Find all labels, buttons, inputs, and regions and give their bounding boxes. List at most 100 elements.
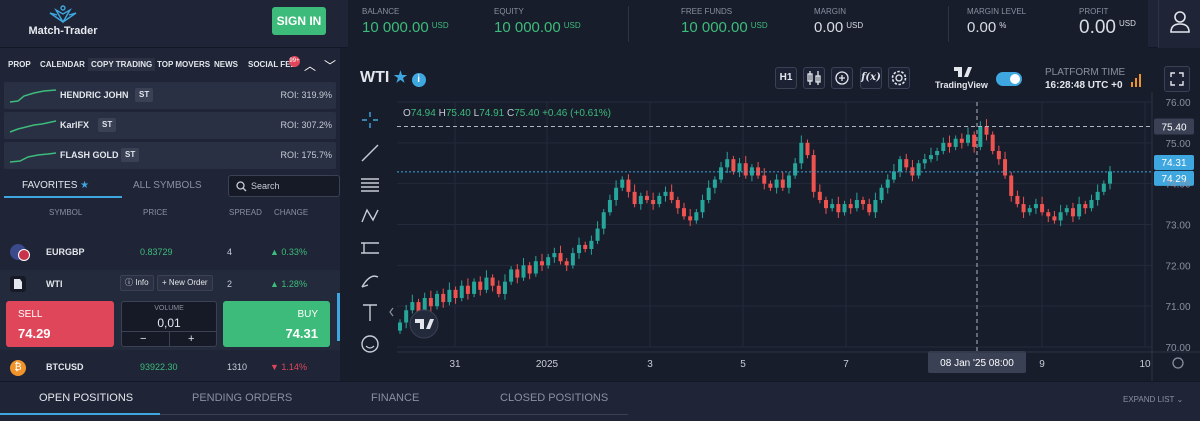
candle-body: [774, 179, 779, 188]
x-tick-label: 9: [1039, 359, 1045, 370]
candle-body: [725, 159, 730, 168]
candle-body: [669, 191, 674, 200]
trader-card[interactable]: KarlFX ST ROI: 307.2%: [4, 112, 336, 139]
candle-body: [891, 171, 896, 180]
function-icon[interactable]: f(x): [860, 67, 882, 89]
buy-button[interactable]: BUY 74.31: [223, 301, 330, 347]
volume-increase-button[interactable]: +: [188, 333, 195, 345]
symbol-change: ▲ 1.28%: [270, 279, 307, 289]
gear-icon[interactable]: [888, 67, 910, 89]
timeframe-button[interactable]: H1: [775, 67, 797, 89]
strategy-tag: ST: [98, 118, 117, 132]
candle-body: [836, 204, 841, 213]
x-tick-label: 3: [647, 359, 653, 370]
candle-body: [546, 257, 551, 266]
candle-body: [527, 265, 532, 274]
candle-body: [811, 155, 816, 192]
tab-open-positions[interactable]: OPEN POSITIONS: [39, 392, 134, 404]
tab-all-symbols[interactable]: ALL SYMBOLS: [133, 180, 202, 191]
platform-time-label: PLATFORM TIME: [1045, 67, 1126, 78]
trendline-tool-icon: [361, 144, 379, 162]
info-button[interactable]: ⓘ Info: [120, 275, 154, 291]
star-icon[interactable]: ★: [393, 69, 408, 86]
tradingview-label: TradingView: [935, 80, 988, 90]
candle-body: [873, 200, 878, 213]
trader-card[interactable]: FLASH GOLD ST ROI: 175.7%: [4, 142, 336, 169]
column-price: PRICE: [143, 208, 168, 217]
tab-pending-orders[interactable]: PENDING ORDERS: [192, 392, 293, 404]
tab-calendar[interactable]: CALENDAR: [40, 60, 85, 69]
candle-body: [928, 155, 933, 160]
chevron-up-icon[interactable]: ︿: [304, 59, 317, 73]
chevron-down-icon[interactable]: ﹀: [324, 59, 337, 73]
candle-body: [441, 293, 446, 303]
candle-body: [533, 261, 538, 274]
symbol-name: EURGBP: [46, 247, 85, 257]
candle-body: [953, 138, 958, 147]
candle-body: [614, 187, 619, 200]
candle-body: [607, 200, 612, 213]
brush-tool-icon: [361, 275, 379, 288]
profile-button[interactable]: [1158, 0, 1200, 48]
symbol-row-btcusd[interactable]: ₿ BTCUSD 93922.30 1310 ▼ 1.14%: [0, 353, 340, 381]
tab-finance[interactable]: FINANCE: [371, 392, 420, 404]
bid-price-label: 74.29: [1161, 174, 1186, 185]
volume-decrease-button[interactable]: −: [140, 333, 147, 345]
buy-label: BUY: [297, 309, 318, 320]
tab-favorites[interactable]: FAVORITES ★: [22, 180, 90, 191]
candle-body: [644, 195, 649, 200]
fullscreen-icon[interactable]: [1164, 66, 1190, 92]
trader-card[interactable]: HENDRIC JOHN ST ROI: 319.9%: [4, 82, 336, 109]
logo[interactable]: Match-Trader: [28, 4, 98, 44]
candle-body: [947, 142, 952, 147]
sparkline-icon: [9, 120, 57, 133]
candle-body: [719, 167, 724, 180]
volume-stepper: VOLUME 0,01 − +: [121, 301, 217, 347]
candle-body: [712, 179, 717, 188]
volume-input[interactable]: 0,01: [157, 316, 181, 330]
symbol-price: 93922.30: [140, 362, 178, 372]
candle-body: [558, 253, 563, 262]
candle-body: [768, 183, 773, 188]
candle-body: [972, 134, 977, 147]
tradingview-toggle[interactable]: [996, 72, 1022, 86]
expand-list-button[interactable]: EXPAND LIST ⌄: [1123, 395, 1184, 404]
symbol-row-eurgbp[interactable]: EURGBP 0.83729 4 ▲ 0.33%: [0, 238, 340, 266]
sell-button[interactable]: SELL 74.29: [6, 301, 114, 347]
candle-body: [966, 134, 970, 143]
candles-icon[interactable]: [803, 67, 825, 89]
candle-body: [824, 200, 828, 209]
tab-closed-positions[interactable]: CLOSED POSITIONS: [500, 392, 609, 404]
candle-body: [1108, 171, 1112, 184]
candle-body: [1058, 212, 1063, 221]
add-indicator-icon[interactable]: [831, 67, 853, 89]
tab-prop[interactable]: PROP: [8, 60, 31, 69]
candle-body: [922, 159, 927, 164]
instrument-title: WTI ★ i: [360, 68, 426, 87]
candle-body: [786, 175, 791, 188]
info-icon[interactable]: i: [411, 73, 426, 87]
tab-top-movers[interactable]: TOP MOVERS: [157, 60, 211, 69]
y-tick-label: 71.00: [1165, 302, 1190, 313]
volume-label: VOLUME: [154, 305, 184, 312]
tab-copy-trading[interactable]: COPY TRADING: [88, 58, 156, 71]
tab-news[interactable]: NEWS: [214, 60, 238, 69]
candle-body: [854, 200, 859, 209]
top-header: Match-Trader SIGN IN BALANCE 10 000.00 US…: [0, 0, 1200, 48]
metric-label: BALANCE: [362, 7, 400, 16]
tab-social-feed[interactable]: SOCIAL FEED: [248, 60, 296, 69]
metric-label: MARGIN LEVEL: [967, 7, 1027, 16]
sign-in-button[interactable]: SIGN IN: [272, 7, 326, 35]
chart-panel: [340, 48, 1200, 381]
candle-body: [620, 179, 625, 188]
search-input[interactable]: [251, 179, 335, 193]
candle-body: [583, 244, 588, 249]
new-order-button[interactable]: + New Order: [157, 275, 213, 291]
candle-body: [570, 253, 575, 266]
candle-body: [1052, 216, 1057, 221]
divider: [628, 6, 629, 42]
x-tick-label: 5: [740, 359, 746, 370]
search-box[interactable]: [228, 175, 340, 197]
star-icon: ★: [80, 180, 90, 191]
